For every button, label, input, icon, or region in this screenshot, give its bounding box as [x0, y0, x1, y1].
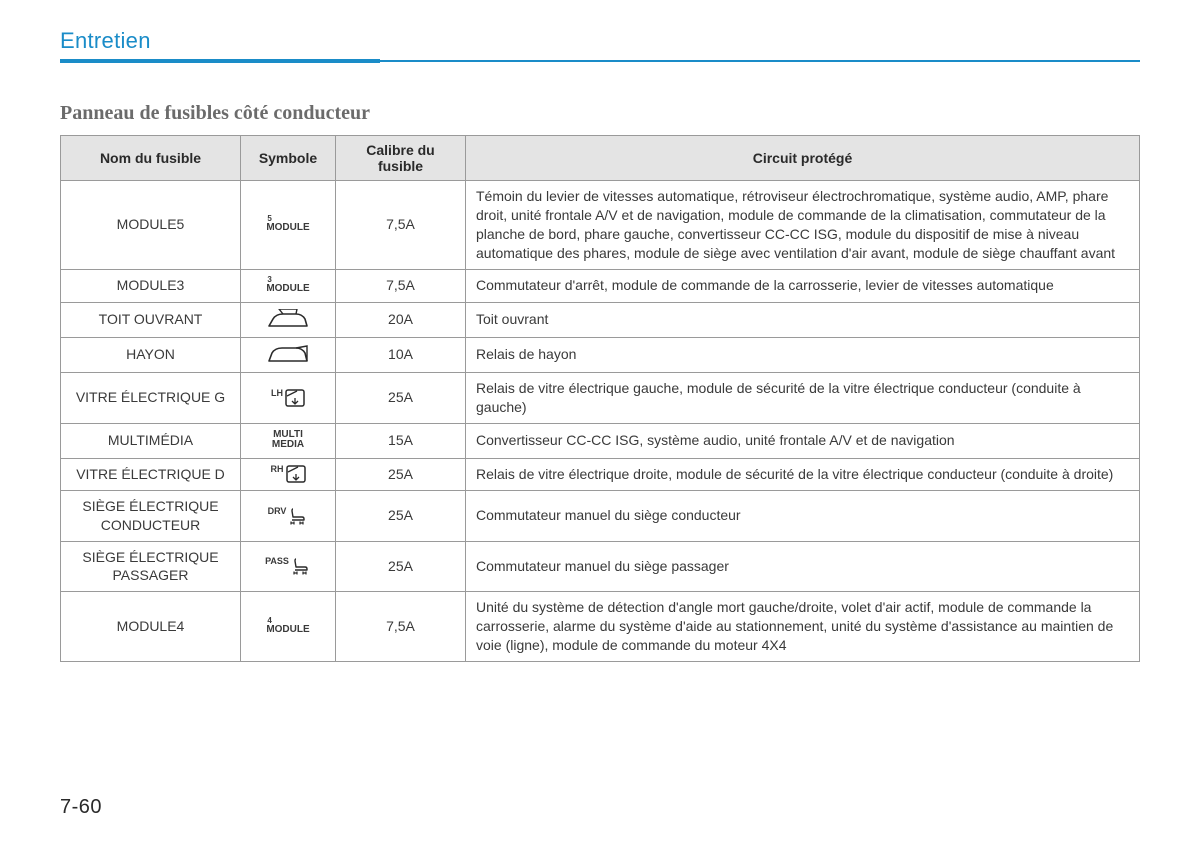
- fuse-name: VITRE ÉLECTRIQUE D: [61, 458, 241, 490]
- fuse-name: MODULE3: [61, 269, 241, 302]
- fuse-name: HAYON: [61, 337, 241, 372]
- fuse-circuit: Relais de vitre électrique gauche, modul…: [466, 372, 1140, 423]
- fuse-name: VITRE ÉLECTRIQUE G: [61, 372, 241, 423]
- table-row: HAYON 10A Relais de hayon: [61, 337, 1140, 372]
- fuse-circuit: Commutateur manuel du siège conducteur: [466, 490, 1140, 541]
- table-row: MODULE5 5MODULE 7,5A Témoin du levier de…: [61, 181, 1140, 270]
- multimedia-symbol: MULTIMEDIA: [272, 430, 304, 451]
- fuse-symbol: PASS: [241, 541, 336, 592]
- table-row: MODULE4 4MODULE 7,5A Unité du système de…: [61, 592, 1140, 662]
- col-header-rating: Calibre du fusible: [336, 136, 466, 181]
- table-row: VITRE ÉLECTRIQUE D RH 25A Relais de vitr…: [61, 458, 1140, 490]
- fuse-symbol: DRV: [241, 490, 336, 541]
- fuse-symbol: 5MODULE: [241, 181, 336, 270]
- fuse-name: SIÈGE ÉLECTRIQUE PASSAGER: [61, 541, 241, 592]
- module-symbol: 4MODULE: [266, 617, 309, 636]
- fuse-name: TOIT OUVRANT: [61, 302, 241, 337]
- table-header-row: Nom du fusible Symbole Calibre du fusibl…: [61, 136, 1140, 181]
- fuse-rating: 25A: [336, 458, 466, 490]
- fuse-circuit: Commutateur d'arrêt, module de commande …: [466, 269, 1140, 302]
- fuse-name: SIÈGE ÉLECTRIQUE CONDUCTEUR: [61, 490, 241, 541]
- fuse-circuit: Témoin du levier de vitesses automatique…: [466, 181, 1140, 270]
- fuse-rating: 7,5A: [336, 269, 466, 302]
- fuse-symbol: RH: [241, 458, 336, 490]
- power-seat-icon: PASS: [265, 557, 311, 575]
- table-row: SIÈGE ÉLECTRIQUE CONDUCTEUR DRV 25A Comm…: [61, 490, 1140, 541]
- fuse-rating: 25A: [336, 372, 466, 423]
- fuse-rating: 20A: [336, 302, 466, 337]
- col-header-name: Nom du fusible: [61, 136, 241, 181]
- table-row: TOIT OUVRANT 20A Toit ouvrant: [61, 302, 1140, 337]
- col-header-symbol: Symbole: [241, 136, 336, 181]
- page-number: 7-60: [60, 796, 102, 819]
- fuse-name: MODULE5: [61, 181, 241, 270]
- fuse-circuit: Relais de hayon: [466, 337, 1140, 372]
- module-symbol: 3MODULE: [266, 276, 309, 295]
- fuse-rating: 15A: [336, 423, 466, 458]
- module-symbol: 5MODULE: [266, 215, 309, 234]
- table-row: MODULE3 3MODULE 7,5A Commutateur d'arrêt…: [61, 269, 1140, 302]
- header-rule: [60, 60, 1140, 62]
- fuse-circuit: Toit ouvrant: [466, 302, 1140, 337]
- fuse-symbol: MULTIMEDIA: [241, 423, 336, 458]
- fuse-table: Nom du fusible Symbole Calibre du fusibl…: [60, 135, 1140, 662]
- power-seat-icon: DRV: [268, 507, 309, 525]
- table-row: SIÈGE ÉLECTRIQUE PASSAGER PASS 25A Commu…: [61, 541, 1140, 592]
- sunroof-icon: [266, 314, 310, 326]
- fuse-circuit: Unité du système de détection d'angle mo…: [466, 592, 1140, 662]
- power-window-icon: RH: [271, 465, 306, 483]
- fuse-rating: 25A: [336, 541, 466, 592]
- fuse-symbol: 3MODULE: [241, 269, 336, 302]
- panel-subtitle: Panneau de fusibles côté conducteur: [60, 102, 1140, 125]
- fuse-rating: 25A: [336, 490, 466, 541]
- power-window-icon: LH: [271, 389, 305, 407]
- fuse-rating: 7,5A: [336, 181, 466, 270]
- section-title: Entretien: [60, 28, 1140, 54]
- fuse-circuit: Relais de vitre électrique droite, modul…: [466, 458, 1140, 490]
- fuse-symbol: [241, 337, 336, 372]
- fuse-symbol: [241, 302, 336, 337]
- fuse-name: MODULE4: [61, 592, 241, 662]
- page: Entretien Panneau de fusibles côté condu…: [0, 0, 1200, 662]
- fuse-rating: 7,5A: [336, 592, 466, 662]
- fuse-name: MULTIMÉDIA: [61, 423, 241, 458]
- fuse-circuit: Commutateur manuel du siège passager: [466, 541, 1140, 592]
- table-row: VITRE ÉLECTRIQUE G LH 25A Relais de vitr…: [61, 372, 1140, 423]
- col-header-circuit: Circuit protégé: [466, 136, 1140, 181]
- fuse-rating: 10A: [336, 337, 466, 372]
- fuse-symbol: 4MODULE: [241, 592, 336, 662]
- table-row: MULTIMÉDIA MULTIMEDIA 15A Convertisseur …: [61, 423, 1140, 458]
- fuse-symbol: LH: [241, 372, 336, 423]
- fuse-circuit: Convertisseur CC-CC ISG, système audio, …: [466, 423, 1140, 458]
- tailgate-icon: [266, 349, 310, 361]
